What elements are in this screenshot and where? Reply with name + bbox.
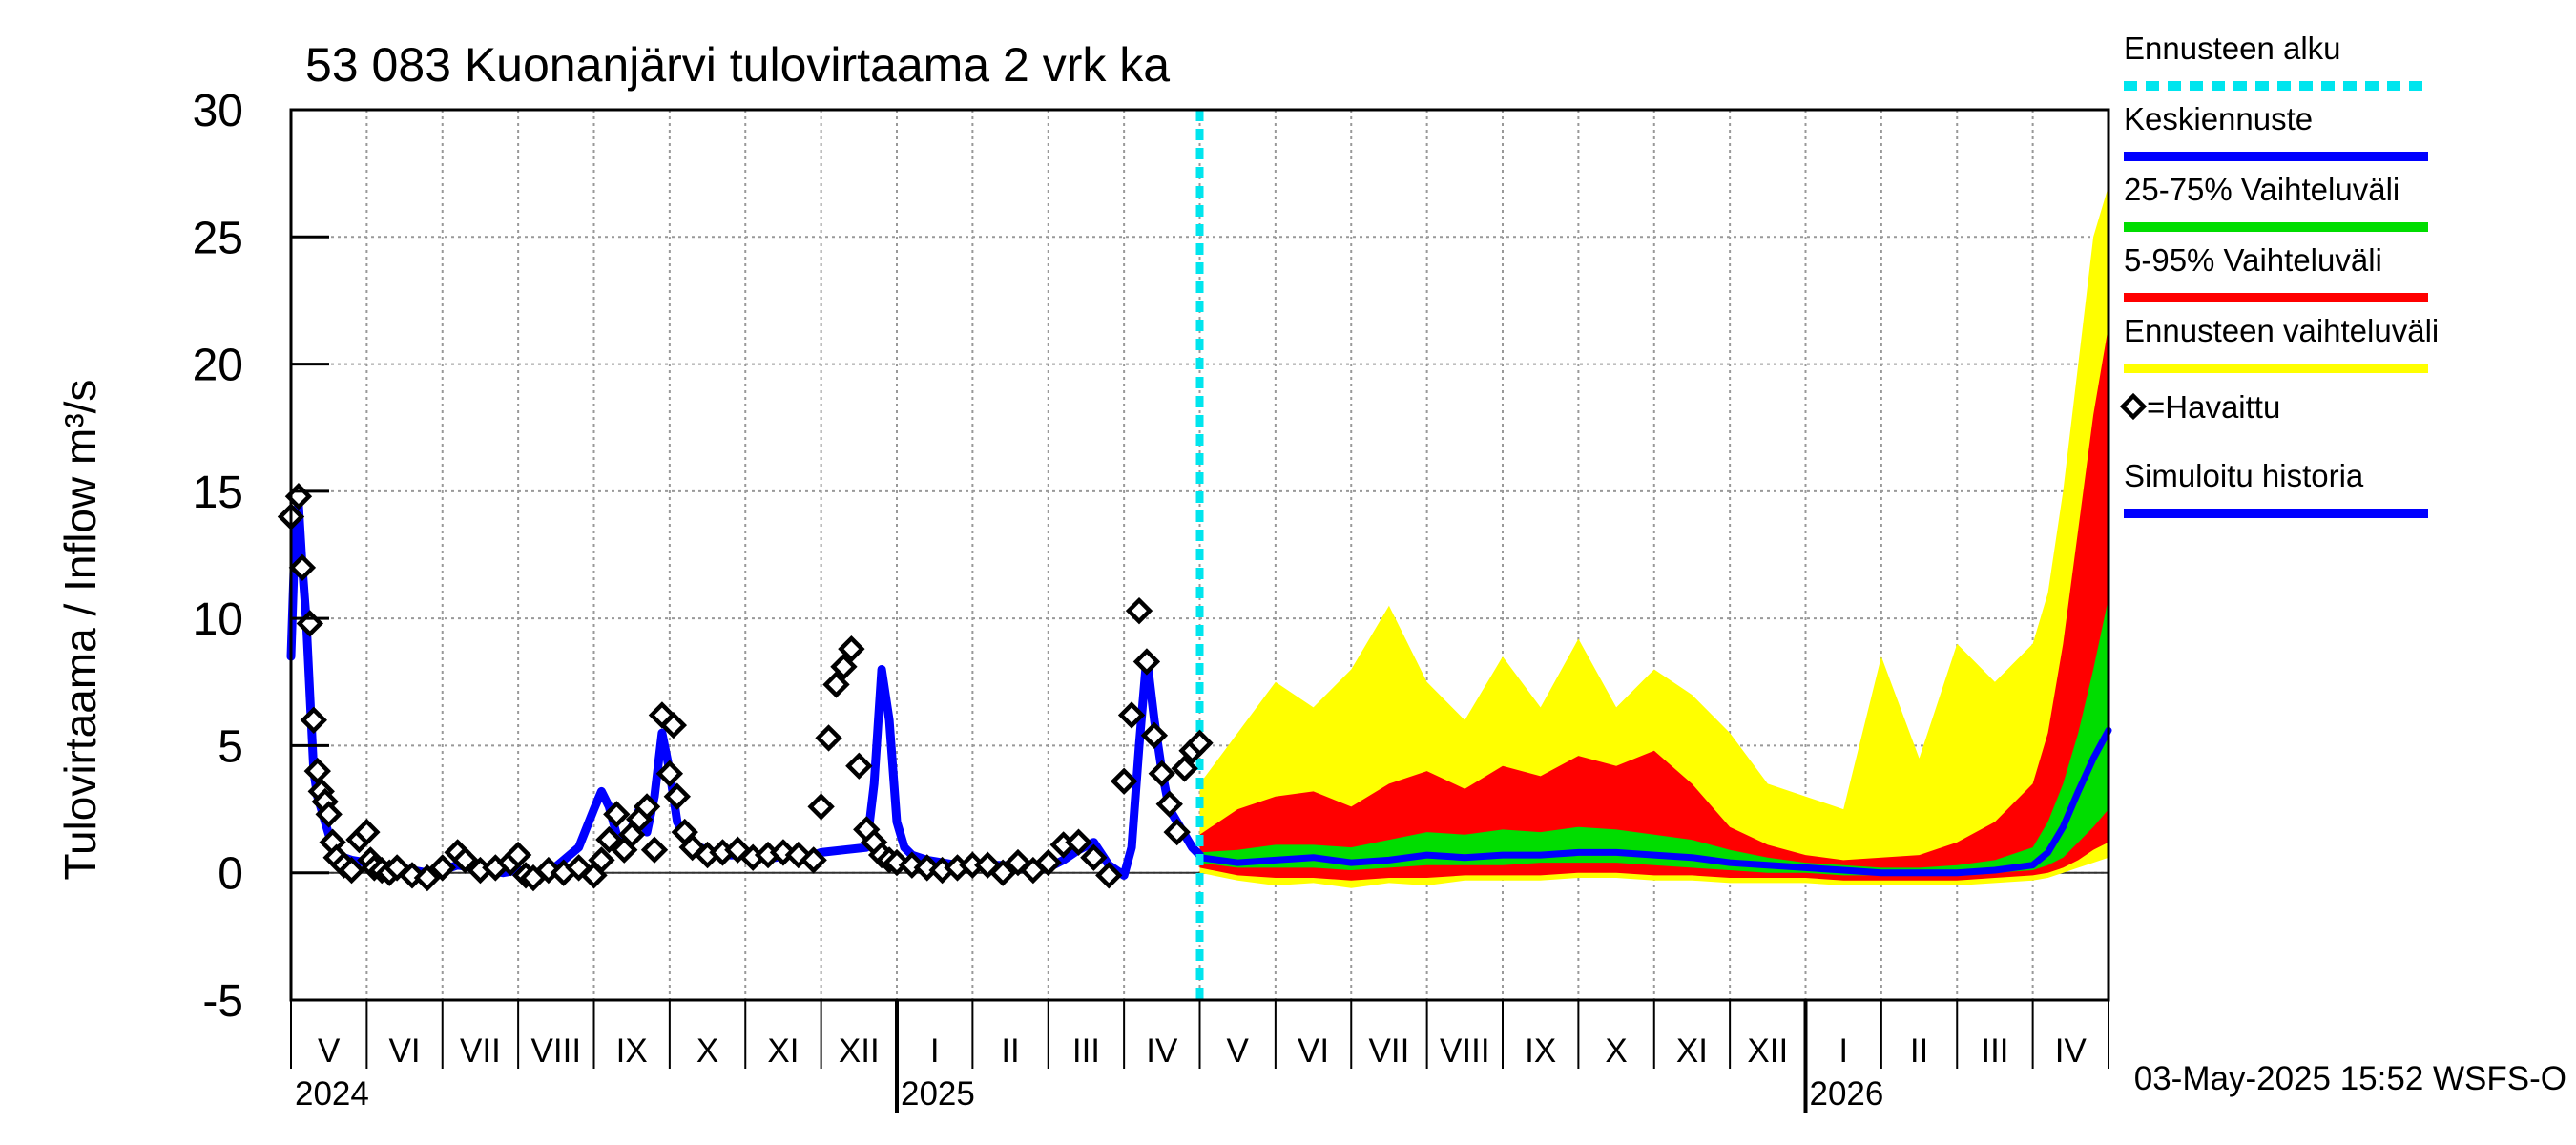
- observed-marker: [288, 553, 317, 582]
- month-label: V: [318, 1032, 341, 1070]
- month-label: III: [1981, 1032, 2008, 1070]
- year-label: 2025: [901, 1075, 975, 1113]
- observed-marker: [815, 724, 842, 752]
- observed-marker: [800, 846, 827, 874]
- month-label: V: [1227, 1032, 1250, 1070]
- observed-marker: [655, 760, 684, 787]
- forecast-bands: [1199, 186, 2109, 888]
- month-label: XII: [1747, 1032, 1788, 1070]
- observed-marker: [1140, 721, 1169, 749]
- band-full-range: [1199, 186, 2109, 888]
- observed-marker: [451, 846, 479, 874]
- observed-marker: [838, 635, 865, 663]
- observed-marker: [1186, 729, 1214, 757]
- y-tick-label: 25: [193, 213, 243, 263]
- observed-marker: [663, 782, 691, 810]
- month-label: I: [1839, 1032, 1848, 1070]
- month-label: I: [930, 1032, 940, 1070]
- y-axis-label: Tulovirtaama / Inflow m³/s: [55, 380, 105, 881]
- observed-marker: [303, 757, 331, 785]
- month-label: VII: [460, 1032, 501, 1070]
- legend-label: =Havaittu: [2147, 389, 2280, 425]
- observed-marker: [1110, 767, 1138, 795]
- month-label: XI: [1676, 1032, 1708, 1070]
- legend-label: 25-75% Vaihteluväli: [2124, 172, 2399, 207]
- month-label: IV: [1146, 1032, 1178, 1070]
- y-tick-label: 0: [218, 849, 243, 900]
- chart-title: 53 083 Kuonanjärvi tulovirtaama 2 vrk ka: [305, 38, 1170, 92]
- year-label: 2026: [1810, 1075, 1884, 1113]
- observed-marker: [413, 864, 442, 892]
- axes: [289, 108, 2110, 1113]
- observed-marker: [595, 825, 623, 854]
- observed-marker: [1171, 755, 1198, 782]
- observed-marker: [830, 653, 858, 680]
- legend-label: Simuloitu historia: [2124, 458, 2364, 493]
- observed-marker: [845, 752, 873, 780]
- month-label: IV: [2055, 1032, 2088, 1070]
- month-labels: V VI VII VIII IX X XI XII I II III IV V VI VII VIII IX X X…: [318, 1032, 2087, 1070]
- legend: Ennusteen alku Keskiennuste 25-75% Vaihtel…: [2119, 31, 2439, 518]
- month-label: X: [1605, 1032, 1627, 1070]
- month-label: XI: [767, 1032, 799, 1070]
- legend-marker-observed: [2119, 392, 2148, 421]
- legend-label: Keskiennuste: [2124, 101, 2313, 136]
- observed-markers: [277, 483, 1214, 892]
- month-label: III: [1072, 1032, 1100, 1070]
- month-label: XII: [839, 1032, 880, 1070]
- y-tick-label: 30: [193, 86, 243, 136]
- year-labels: 2024 2025 2026: [295, 1075, 1883, 1113]
- y-tick-label: 10: [193, 594, 243, 645]
- y-tick-labels: -5 0 5 10 15 20 25 30: [193, 86, 243, 1027]
- observed-marker: [1095, 862, 1123, 889]
- band-5-95: [1199, 325, 2109, 881]
- footer-timestamp: 03-May-2025 15:52 WSFS-O: [2134, 1060, 2566, 1097]
- observed-marker: [353, 818, 381, 846]
- observed-marker: [315, 801, 343, 828]
- observed-marker: [338, 856, 365, 885]
- legend-label: 5-95% Vaihteluväli: [2124, 242, 2382, 278]
- observed-marker: [1163, 818, 1191, 846]
- observed-marker: [988, 859, 1017, 886]
- median-forecast-line: [1196, 726, 2112, 877]
- month-label: X: [696, 1032, 718, 1070]
- year-label: 2024: [295, 1075, 369, 1113]
- y-tick-label: 20: [193, 341, 243, 391]
- month-label: II: [1001, 1032, 1019, 1070]
- month-label: VI: [1298, 1032, 1329, 1070]
- observed-marker: [1125, 596, 1153, 625]
- observed-marker: [428, 854, 456, 882]
- month-label: VIII: [1440, 1032, 1490, 1070]
- observed-marker: [822, 671, 850, 698]
- observed-marker: [1065, 828, 1092, 856]
- month-label: II: [1910, 1032, 1928, 1070]
- month-label: VI: [389, 1032, 421, 1070]
- observed-marker: [807, 793, 835, 821]
- y-tick-label: 5: [218, 721, 243, 772]
- legend-label: Ennusteen vaihteluväli: [2124, 313, 2439, 348]
- observed-marker: [603, 801, 631, 828]
- observed-marker: [1148, 760, 1175, 787]
- month-label: IX: [1525, 1032, 1556, 1070]
- band-25-75: [1199, 597, 2109, 876]
- observed-marker: [1132, 648, 1161, 676]
- observed-marker: [504, 841, 532, 869]
- month-label: IX: [616, 1032, 648, 1070]
- month-label: VII: [1369, 1032, 1410, 1070]
- month-label: VIII: [531, 1032, 582, 1070]
- y-tick-label: -5: [202, 976, 243, 1027]
- observed-marker: [1117, 701, 1146, 729]
- observed-marker: [640, 836, 669, 864]
- y-tick-label: 15: [193, 468, 243, 518]
- observed-marker: [1155, 790, 1183, 818]
- observed-marker: [1034, 848, 1062, 877]
- observed-marker: [659, 711, 688, 739]
- observed-marker: [633, 793, 661, 821]
- legend-label: Ennusteen alku: [2124, 31, 2341, 66]
- observed-marker: [300, 706, 327, 734]
- observed-marker: [1080, 843, 1108, 871]
- observed-marker: [588, 846, 615, 874]
